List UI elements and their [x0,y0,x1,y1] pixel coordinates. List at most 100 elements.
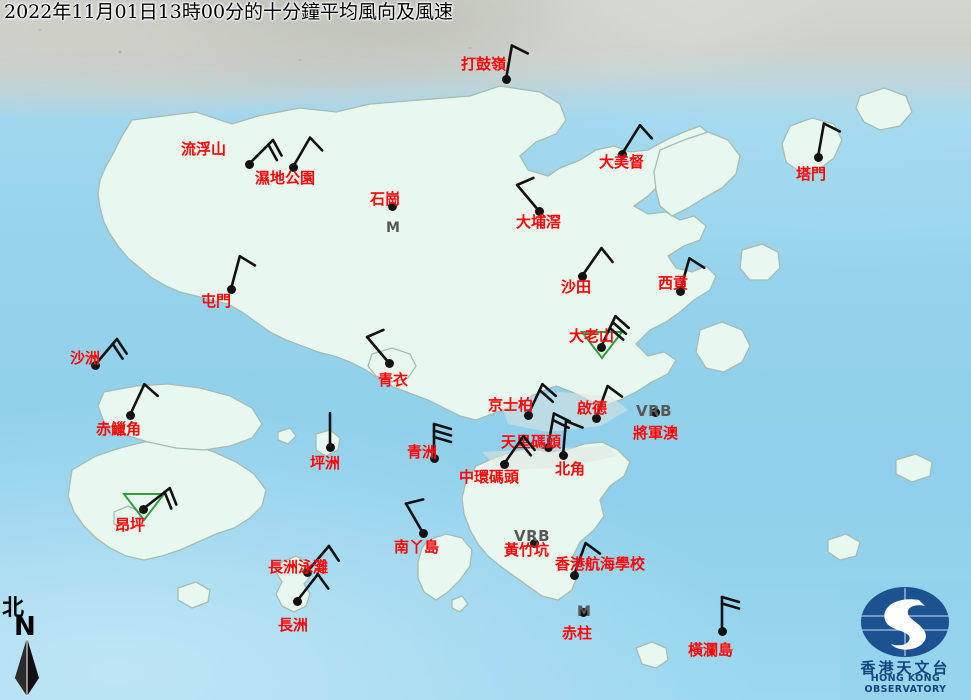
compass-label-en: N [14,612,36,642]
variable-wind-marker: VRB [636,402,673,420]
station-marker-dot [617,149,627,159]
station-marker-dot [387,201,397,211]
station-label: 長洲泳灘 [268,558,329,576]
station-marker-dot [418,528,428,538]
missing-data-marker: M [577,604,591,620]
station-marker-dot [675,286,685,296]
wind-barb-icon [599,314,631,349]
variable-wind-marker: VRB [514,527,551,545]
station-label: 沙田 [561,278,592,296]
station-label: 石崗 [370,190,401,208]
station-label: 大老山 [569,327,615,345]
wind-barb-icon [128,382,160,417]
station-marker-dot [529,538,539,548]
station-label: 打鼓嶺 [461,55,507,73]
station-label: 香港航海學校 [555,555,646,573]
compass-label-cn: 北 [2,595,25,621]
station-label: 北角 [555,460,586,478]
wind-barb-icon [502,434,536,466]
station-marker-dot [650,407,660,417]
station-label: 沙洲 [70,349,101,367]
station-label: 青衣 [378,371,409,389]
station-marker-dot [499,459,509,469]
wind-barb-icon [678,256,706,293]
station-label: 黃竹坑 [504,541,550,559]
station-marker-dot [543,442,553,452]
wind-barb-icon [526,382,558,417]
wind-barb-icon [247,138,283,166]
station-label: 天星碼頭 [501,433,562,451]
station-marker-dot [534,206,544,216]
wind-barb-icon [404,498,425,535]
station-label: 將軍澳 [633,424,679,442]
station-marker-dot [302,567,312,577]
wind-barb-icon [561,419,584,457]
station-marker-dot [578,607,588,617]
station-marker-dot [90,360,100,370]
station-marker-dot [244,159,254,169]
station-label: 濕地公園 [255,169,316,187]
station-marker-dot [384,358,394,368]
station-marker-dot [569,570,579,580]
station-label: 塔門 [796,165,827,183]
station-marker-dot [591,413,601,423]
wind-barb-icon [365,328,391,365]
station-marker-dot [577,271,587,281]
wind-barb-icon [515,176,541,213]
station-label: 長洲 [278,616,309,634]
high-level-station-triangle-icon [121,492,167,526]
hko-logo-icon [859,586,951,662]
high-level-station-triangle-icon [579,330,625,364]
page-title: 2022年11月01日13時00分的十分鐘平均風向及風速 [4,1,454,23]
wind-barb-icon [432,422,453,460]
station-marker-dot [292,596,302,606]
station-label: 南丫島 [394,538,440,556]
missing-data-marker: M [386,220,400,236]
station-label: 屯門 [201,292,232,310]
station-label: 昂坪 [115,516,146,534]
logo-name-en: HONG KONG OBSERVATORY [864,673,947,695]
wind-barb-icon [504,44,530,81]
wind-barb-icon [141,486,178,511]
station-marker-dot [523,410,533,420]
wind-barb-icon [291,136,324,169]
wind-barb-icon [229,254,257,291]
station-label: 大埔滘 [516,213,562,231]
station-marker-dot [717,626,727,636]
station-label: 赤柱 [562,624,593,642]
wind-barb-icon [328,411,332,449]
station-marker-dot [558,450,568,460]
wind-barb-icon [594,384,624,420]
station-marker-dot [596,342,606,352]
station-label: 中環碼頭 [459,468,520,486]
wind-barb-icon [305,544,341,574]
station-marker-dot [226,284,236,294]
wind-barb-icon [720,595,741,633]
logo-name-cn: 香港天文台 [860,659,951,677]
station-label: 啟德 [577,399,608,417]
station-marker-dot [138,504,148,514]
wind-barb-icon [620,123,654,156]
wind-barb-icon [580,246,614,278]
station-marker-dot [125,410,135,420]
wind-barb-icon [816,122,842,159]
station-label: 流浮山 [181,140,227,158]
wind-barb-icon [295,572,330,603]
station-marker-dot [813,152,823,162]
station-label: 青洲 [407,443,438,461]
station-marker-dot [501,74,511,84]
station-marker-dot [288,162,298,172]
wind-barb-icon [572,541,602,577]
hko-logo: 香港天文台 HONG KONG OBSERVATORY [840,580,971,700]
compass-rose: 北 N [2,590,66,698]
station-label: 西貢 [658,274,689,292]
station-label: 坪洲 [310,454,341,472]
station-label: 大美督 [599,153,645,171]
station-marker-dot [325,442,335,452]
station-label: 京士柏 [488,396,534,414]
north-arrow-icon [10,638,44,700]
station-marker-dot [429,453,439,463]
station-label: 橫瀾島 [688,641,734,659]
